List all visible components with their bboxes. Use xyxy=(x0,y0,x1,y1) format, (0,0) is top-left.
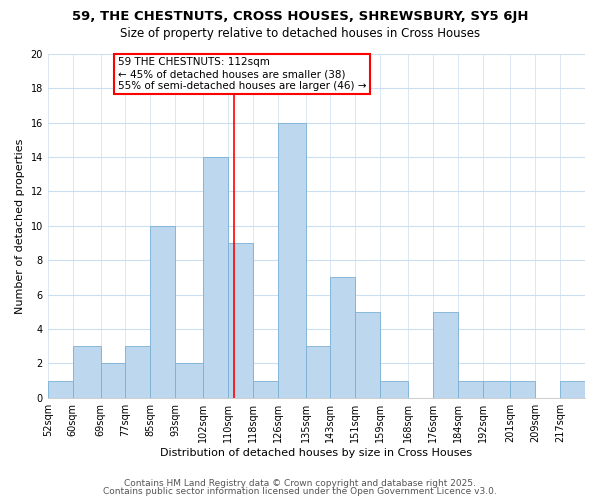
Bar xyxy=(433,312,458,398)
Bar xyxy=(48,380,73,398)
Bar xyxy=(305,346,331,398)
Bar xyxy=(511,380,535,398)
Bar xyxy=(228,243,253,398)
Y-axis label: Number of detached properties: Number of detached properties xyxy=(15,138,25,314)
Bar xyxy=(331,278,355,398)
Bar xyxy=(203,157,228,398)
Text: Size of property relative to detached houses in Cross Houses: Size of property relative to detached ho… xyxy=(120,28,480,40)
Bar xyxy=(355,312,380,398)
Text: 59, THE CHESTNUTS, CROSS HOUSES, SHREWSBURY, SY5 6JH: 59, THE CHESTNUTS, CROSS HOUSES, SHREWSB… xyxy=(72,10,528,23)
Bar xyxy=(458,380,482,398)
Bar xyxy=(278,122,305,398)
Bar xyxy=(380,380,408,398)
Bar xyxy=(482,380,511,398)
Text: Contains HM Land Registry data © Crown copyright and database right 2025.: Contains HM Land Registry data © Crown c… xyxy=(124,478,476,488)
Bar xyxy=(150,226,175,398)
Bar xyxy=(560,380,585,398)
Bar xyxy=(101,364,125,398)
Bar xyxy=(125,346,150,398)
Bar xyxy=(73,346,101,398)
X-axis label: Distribution of detached houses by size in Cross Houses: Distribution of detached houses by size … xyxy=(160,448,472,458)
Text: 59 THE CHESTNUTS: 112sqm
← 45% of detached houses are smaller (38)
55% of semi-d: 59 THE CHESTNUTS: 112sqm ← 45% of detach… xyxy=(118,58,366,90)
Bar xyxy=(253,380,278,398)
Bar xyxy=(175,364,203,398)
Text: Contains public sector information licensed under the Open Government Licence v3: Contains public sector information licen… xyxy=(103,487,497,496)
